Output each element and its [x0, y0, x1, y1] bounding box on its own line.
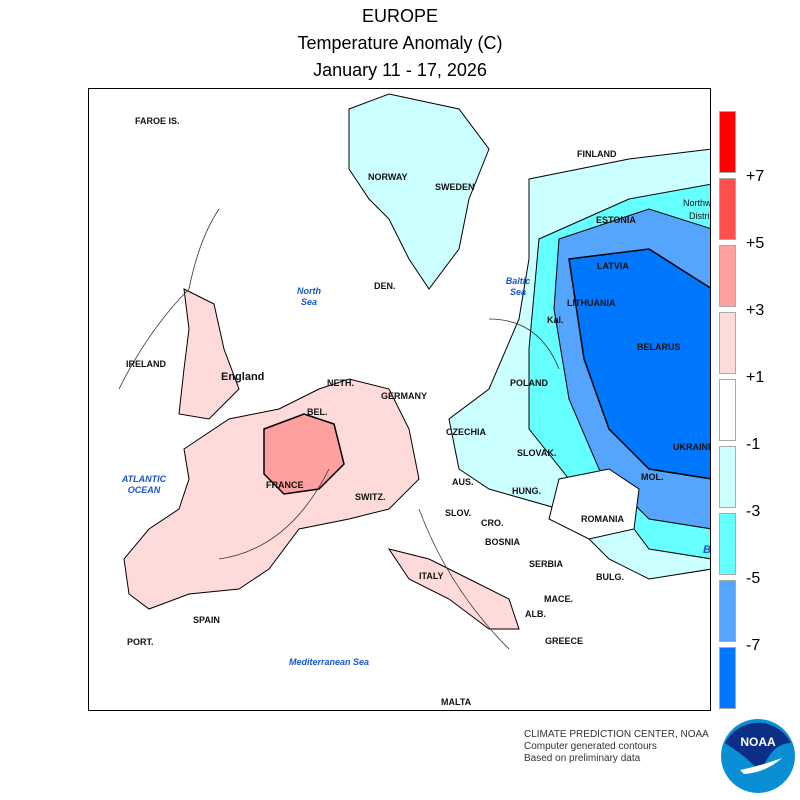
cool-region-scandinavia	[348, 93, 490, 290]
label-norway: NORWAY	[368, 172, 408, 182]
label-belgium: BEL.	[307, 407, 328, 417]
credit-line-3: Based on preliminary data	[524, 753, 641, 764]
anomaly-map: FAROE IS. NORWAY SWEDEN FINLAND ESTONIA …	[88, 88, 711, 711]
label-england: England	[221, 371, 265, 383]
label-belarus: BELARUS	[637, 342, 681, 352]
noaa-logo-text: NOAA	[740, 735, 776, 749]
label-serbia: SERBIA	[529, 559, 564, 569]
warm-region-balkans	[387, 548, 520, 630]
warm-region-west	[123, 378, 420, 610]
warm-region-britain	[178, 288, 240, 420]
legend-label: +3	[746, 302, 765, 319]
noaa-logo: NOAA	[721, 719, 795, 793]
label-malta: MALTA	[441, 697, 472, 707]
label-latvia: LATVIA	[597, 261, 629, 271]
label-spain: SPAIN	[193, 615, 220, 625]
label-greece: GREECE	[545, 636, 584, 646]
label-germany: GERMANY	[381, 391, 428, 401]
label-macedonia: MACE.	[544, 594, 573, 604]
warm-region-france-core	[263, 413, 345, 495]
label-croatia: CRO.	[481, 518, 504, 528]
legend-color-box	[719, 580, 736, 642]
legend-label: +7	[746, 168, 765, 185]
legend-label: -3	[746, 503, 761, 520]
legend-label: +5	[746, 235, 765, 252]
legend-color-box	[719, 446, 736, 508]
anomaly-contours	[118, 93, 710, 650]
label-sweden: SWEDEN	[435, 182, 475, 192]
label-czechia: CZECHIA	[446, 427, 486, 437]
legend-color-box	[719, 379, 736, 441]
label-slovenia: SLOV.	[445, 508, 472, 518]
label-france: FRANCE	[266, 480, 304, 490]
label-switzerland: SWITZ.	[355, 492, 386, 502]
label-northwest: Northw	[683, 198, 711, 208]
credit-line-2: Computer generated contours	[524, 741, 657, 752]
label-portugal: PORT.	[127, 637, 154, 647]
label-baltic-sea: Baltic Sea	[505, 276, 531, 297]
legend-color-box	[719, 312, 736, 374]
label-bosnia: BOSNIA	[485, 537, 521, 547]
legend-color-box	[719, 513, 736, 575]
label-slovakia: SLOVAK.	[517, 448, 557, 458]
label-finland: FINLAND	[577, 149, 617, 159]
legend-color-box	[719, 111, 736, 173]
label-black-sea: B	[703, 544, 711, 556]
label-ukraine: UKRAINE	[673, 442, 711, 452]
label-denmark: DEN.	[374, 281, 396, 291]
credit-line-1: CLIMATE PREDICTION CENTER, NOAA	[524, 729, 709, 740]
label-mediterranean-sea: Mediterranean Sea	[288, 657, 370, 667]
map-title-dates: January 11 - 17, 2026	[313, 60, 487, 80]
map-title-variable: Temperature Anomaly (C)	[297, 33, 503, 53]
legend-color-box	[719, 245, 736, 307]
label-district: Distri	[689, 211, 710, 221]
label-atlantic-ocean: ATLANTIC OCEAN	[121, 474, 167, 495]
label-austria: AUS.	[452, 477, 474, 487]
legend-color-box	[719, 178, 736, 240]
label-estonia: ESTONIA	[596, 215, 636, 225]
legend-label: -7	[746, 637, 761, 654]
label-italy: ITALY	[419, 571, 444, 581]
credit: CLIMATE PREDICTION CENTER, NOAA Computer…	[524, 729, 709, 765]
label-poland: POLAND	[510, 378, 548, 388]
label-romania: ROMANIA	[581, 514, 624, 524]
label-lithuania: LITHUANIA	[567, 298, 616, 308]
label-north-sea: North Sea	[297, 286, 321, 307]
label-netherlands: NETH.	[327, 378, 354, 388]
cool-region-belarus-core	[568, 248, 710, 480]
label-moldova: MOL.	[641, 472, 664, 482]
legend-label: +1	[746, 369, 765, 386]
neutral-region-romania	[548, 468, 640, 540]
label-hungary: HUNG.	[512, 486, 541, 496]
legend-label: -5	[746, 570, 761, 587]
label-faroe: FAROE IS.	[135, 116, 180, 126]
coastline	[118, 208, 560, 650]
label-ireland: IRELAND	[126, 359, 166, 369]
map-title-region: EUROPE	[361, 6, 439, 26]
legend-label: -1	[746, 436, 761, 453]
label-bulgaria: BULG.	[596, 572, 624, 582]
label-albania: ALB.	[525, 609, 546, 619]
legend-color-box	[719, 647, 736, 709]
label-kaliningrad: Kal.	[547, 315, 564, 325]
